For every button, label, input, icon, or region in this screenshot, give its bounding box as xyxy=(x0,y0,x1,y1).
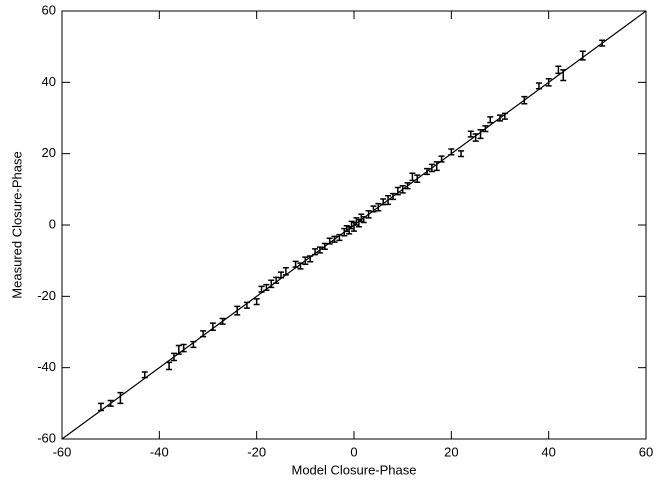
error-bar xyxy=(180,343,187,353)
error-bar xyxy=(307,255,314,263)
error-bar xyxy=(360,216,367,224)
error-bar xyxy=(370,205,377,213)
error-bar xyxy=(326,237,333,245)
error-bar xyxy=(472,133,479,142)
error-bar xyxy=(243,301,250,309)
y-axis-label: Measured Closure-Phase xyxy=(9,151,24,298)
error-bar xyxy=(424,167,430,176)
error-bar xyxy=(365,209,372,219)
error-bar xyxy=(545,78,552,87)
error-bar xyxy=(292,260,299,268)
error-bar xyxy=(331,235,338,243)
y-tick-label: -20 xyxy=(37,288,56,303)
y-tick-label: 20 xyxy=(42,145,56,160)
error-bar xyxy=(448,148,455,156)
x-tick-label: -60 xyxy=(53,444,72,459)
x-tick-label: 0 xyxy=(350,444,357,459)
y-tick-label: 60 xyxy=(42,2,56,17)
error-bar xyxy=(316,246,323,254)
y-tick-label: -60 xyxy=(37,430,56,445)
error-bar xyxy=(409,172,416,182)
error-bar xyxy=(297,262,304,270)
error-bar xyxy=(428,163,435,173)
error-bar xyxy=(385,195,392,206)
error-bar xyxy=(467,130,474,138)
error-bar xyxy=(482,125,489,133)
error-bar xyxy=(477,129,484,140)
error-bar xyxy=(234,305,241,316)
error-bar xyxy=(219,317,226,325)
error-bar xyxy=(535,82,542,90)
error-bar xyxy=(404,182,411,190)
error-bar xyxy=(190,340,197,349)
x-axis-label: Model Closure-Phase xyxy=(291,462,416,477)
error-bar xyxy=(302,256,309,265)
error-bar xyxy=(487,116,494,124)
error-bar xyxy=(560,69,567,82)
error-bar xyxy=(497,114,503,122)
error-bar xyxy=(282,267,289,276)
error-bar xyxy=(375,202,382,212)
error-bar xyxy=(555,65,562,75)
x-tick-label: 20 xyxy=(444,444,458,459)
error-bar xyxy=(278,271,284,279)
error-bar xyxy=(141,371,148,379)
x-tick-label: -40 xyxy=(150,444,169,459)
error-bar xyxy=(399,185,406,194)
error-bar xyxy=(200,330,207,338)
x-tick-label: -20 xyxy=(247,444,266,459)
y-tick-label: -40 xyxy=(37,359,56,374)
error-bar xyxy=(166,361,173,371)
error-bar xyxy=(336,233,343,242)
error-bar xyxy=(117,391,124,405)
error-bar xyxy=(579,50,586,61)
error-bar xyxy=(312,248,319,256)
error-bar xyxy=(394,186,401,196)
error-bar xyxy=(258,285,265,293)
error-bar xyxy=(458,150,465,158)
error-bar xyxy=(175,344,182,355)
error-bar xyxy=(97,402,104,412)
y-tick-label: 0 xyxy=(49,216,56,231)
x-tick-label: 40 xyxy=(541,444,555,459)
error-bar xyxy=(268,279,275,289)
error-bar xyxy=(414,174,421,183)
error-bar xyxy=(107,399,114,407)
error-bar xyxy=(263,283,270,292)
error-bar xyxy=(599,39,606,47)
y-tick-label: 40 xyxy=(42,74,56,89)
error-bar xyxy=(521,95,528,105)
error-bar xyxy=(253,298,260,306)
error-bar xyxy=(438,155,445,163)
error-bar xyxy=(209,322,216,331)
error-bar xyxy=(501,112,508,120)
error-bar xyxy=(389,192,396,201)
x-tick-label: 60 xyxy=(639,444,653,459)
